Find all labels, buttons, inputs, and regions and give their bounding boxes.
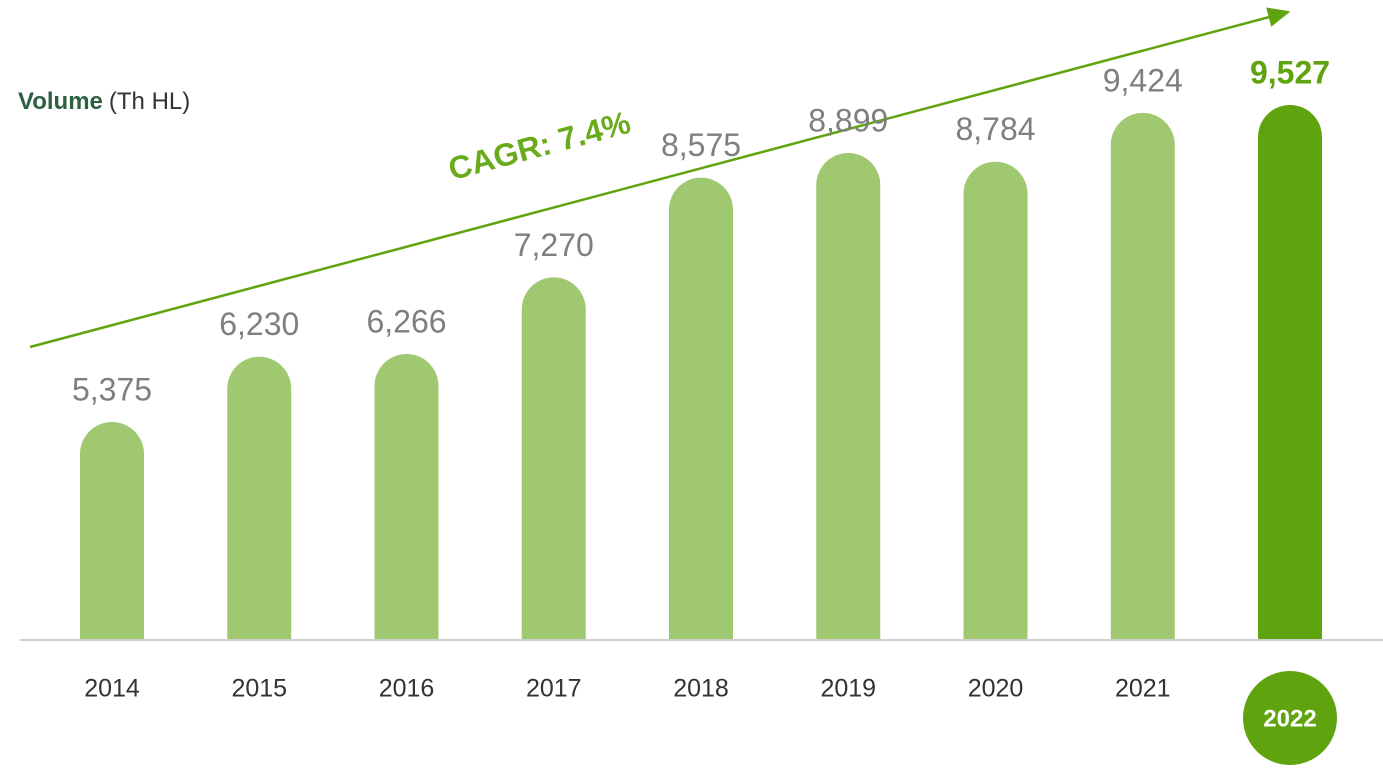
bar (374, 353, 439, 639)
x-tick-label: 2022 (1263, 705, 1316, 732)
bar (80, 422, 144, 639)
value-label: 8,899 (808, 102, 888, 138)
x-tick-label: 2015 (231, 675, 287, 703)
value-label: 9,424 (1103, 62, 1183, 98)
value-label: 7,270 (514, 227, 594, 263)
x-tick-label: 2016 (379, 675, 435, 703)
cagr-annotation: CAGR: 7.4% (445, 104, 635, 187)
value-label: 8,784 (955, 111, 1035, 147)
x-tick-label: 2014 (84, 675, 140, 703)
value-label: 8,575 (661, 127, 741, 163)
value-label: 9,527 (1250, 54, 1330, 90)
chart-title-group: Volume (Th HL) (18, 88, 190, 115)
bar (1110, 112, 1175, 640)
x-tick-label: 2017 (526, 675, 582, 703)
highlight-circle (1243, 671, 1337, 765)
value-label: 5,375 (72, 371, 152, 407)
bar (669, 177, 733, 639)
value-label: 6,266 (366, 303, 446, 339)
unit-label: (Th HL) (109, 88, 190, 115)
value-label: 6,230 (219, 306, 299, 342)
bar (816, 152, 881, 639)
x-tick-label: 2018 (673, 675, 729, 703)
x-tick-label: 2019 (820, 675, 876, 703)
x-tick-label: 2020 (968, 675, 1024, 703)
bar (227, 356, 292, 639)
x-tick-label: 2021 (1115, 675, 1171, 703)
bar (521, 277, 586, 639)
bar (1258, 105, 1322, 639)
bar (963, 161, 1028, 640)
trend-arrow (29, 7, 1291, 349)
chart-title: Volume (18, 88, 103, 115)
